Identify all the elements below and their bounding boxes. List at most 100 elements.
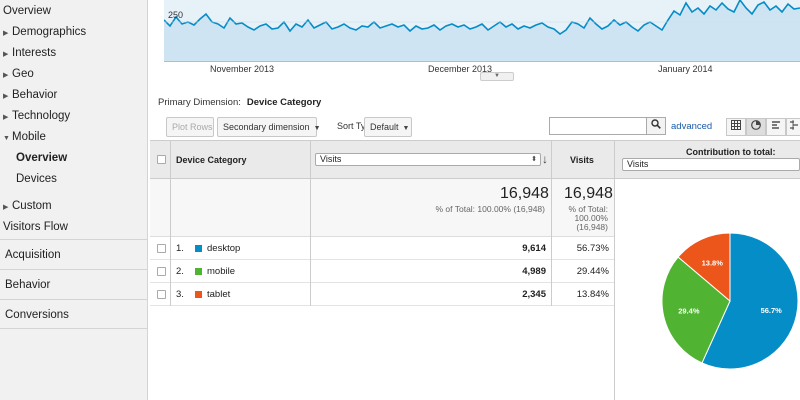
table-row[interactable]: 3. tablet 2,345 13.84% (150, 283, 614, 306)
timeline-chart-svg (164, 0, 800, 61)
sidebar-section-label: Acquisition (5, 249, 61, 261)
secondary-dimension-dropdown[interactable]: Secondary dimension ▼ (217, 117, 321, 137)
row-device-name[interactable]: tablet (207, 289, 231, 300)
column-divider (170, 141, 171, 306)
column-divider (310, 141, 311, 306)
row-device-name[interactable]: mobile (207, 266, 235, 277)
metric-select-value: Visits (320, 154, 342, 164)
sidebar-item-label: Interests (12, 47, 57, 59)
data-table: Device Category Visits ⬍ ↓ Visits Contrib… (150, 140, 800, 400)
contribution-select-value: Visits (627, 159, 649, 169)
comparison-view-button[interactable] (786, 118, 800, 136)
totals-row: 16,948 % of Total: 100.00% (16,948) 16,9… (150, 179, 614, 237)
row-number: 2. (176, 266, 184, 277)
caret-down-icon: ▼ (313, 125, 321, 132)
pie-slice-tablet[interactable] (677, 232, 731, 303)
pie-slice-label: 56.7% (761, 306, 783, 315)
total-percent: % of Total: 100.00% (16,948) (435, 204, 545, 214)
primary-dimension-value[interactable]: Device Category (246, 97, 322, 108)
sort-type-dropdown[interactable]: Default ▼ (364, 117, 412, 137)
grid-icon (731, 120, 741, 130)
y-axis-label: 250 (168, 10, 184, 20)
pie-view-button[interactable] (746, 118, 766, 136)
row-device-name[interactable]: desktop (207, 243, 241, 254)
row-percent: 13.84% (576, 289, 609, 300)
sort-arrow-icon[interactable]: ↓ (542, 152, 548, 166)
row-number: 3. (176, 289, 184, 300)
triangle-right-icon: ▶ (3, 93, 9, 100)
triangle-down-icon: ▼ (3, 135, 10, 142)
timeline-area (164, 0, 800, 61)
sidebar-item-label: Technology (12, 110, 71, 122)
x-axis-label: December 2013 (428, 64, 493, 74)
sidebar-item-label: Overview (16, 152, 68, 164)
sidebar-item-custom[interactable]: ▶ Custom (0, 196, 147, 217)
sidebar-section-acquisition[interactable]: Acquisition (0, 239, 147, 269)
triangle-right-icon: ▶ (3, 51, 9, 58)
performance-view-button[interactable] (766, 118, 786, 136)
x-axis-label: January 2014 (658, 64, 713, 74)
search-input[interactable] (549, 117, 647, 135)
pie-chart: 56.7% 29.4% 13.8% (615, 179, 800, 400)
timeline-chart: 250 (164, 0, 800, 62)
bar-list-icon (772, 121, 780, 129)
x-axis-label: November 2013 (210, 64, 275, 74)
pie-slice-mobile[interactable] (661, 256, 731, 364)
pie-slice-label: 13.8% (702, 259, 724, 268)
sidebar: Overview ▶ Demographics ▶ Interests ▶ Geo ▶… (0, 0, 148, 400)
header-visits[interactable]: Visits (570, 155, 594, 165)
comparison-icon (789, 120, 798, 130)
search-icon (651, 119, 661, 129)
sidebar-section-conversions[interactable]: Conversions (0, 299, 147, 329)
sidebar-item-interests[interactable]: ▶ Interests (0, 43, 147, 64)
sidebar-item-behavior[interactable]: ▶ Behavior (0, 85, 147, 106)
x-axis: November 2013 December 2013 January 2014 (164, 62, 800, 76)
visits-total-count: (16,948) (576, 222, 608, 232)
sidebar-subitem-devices[interactable]: Devices (0, 169, 147, 190)
header-device-category[interactable]: Device Category (176, 155, 247, 165)
search-button[interactable] (646, 117, 666, 135)
updown-arrow-icon: ⬍ (531, 156, 537, 163)
caret-down-icon: ▼ (402, 125, 410, 132)
color-swatch (195, 291, 202, 298)
row-value: 4,989 (522, 266, 546, 277)
pie-chart-svg: 56.7% 29.4% 13.8% (661, 232, 799, 370)
sidebar-item-mobile[interactable]: ▼ Mobile (0, 127, 147, 148)
sidebar-section-behavior[interactable]: Behavior (0, 269, 147, 299)
sidebar-item-technology[interactable]: ▶ Technology (0, 106, 147, 127)
visits-total-pct-label: % of Total: (568, 204, 608, 214)
row-value: 9,614 (522, 243, 546, 254)
triangle-right-icon: ▶ (3, 72, 9, 79)
table-row[interactable]: 1. desktop 9,614 56.73% (150, 237, 614, 260)
select-all-checkbox[interactable] (157, 155, 166, 164)
row-checkbox[interactable] (157, 267, 166, 276)
sidebar-item-geo[interactable]: ▶ Geo (0, 64, 147, 85)
row-checkbox[interactable] (157, 290, 166, 299)
sidebar-item-demographics[interactable]: ▶ Demographics (0, 22, 147, 43)
sidebar-item-overview[interactable]: Overview (0, 1, 147, 22)
pie-slice-desktop[interactable] (701, 232, 799, 370)
sidebar-item-visitors-flow[interactable]: Visitors Flow (0, 217, 147, 238)
row-checkbox[interactable] (157, 244, 166, 253)
row-percent: 56.73% (576, 243, 609, 254)
table-toolbar: Plot Rows Secondary dimension ▼ Sort Type… (166, 117, 800, 139)
advanced-link[interactable]: advanced (671, 121, 713, 132)
table-view-button[interactable] (726, 118, 746, 136)
collapse-chart-handle[interactable]: ▼ (480, 72, 514, 81)
triangle-right-icon: ▶ (3, 30, 9, 37)
table-row[interactable]: 2. mobile 4,989 29.44% (150, 260, 614, 283)
sidebar-section-label: Conversions (5, 309, 69, 321)
sidebar-subitem-overview[interactable]: Overview (0, 148, 147, 169)
sidebar-item-label: Custom (12, 200, 52, 212)
metric-select[interactable]: Visits ⬍ (315, 153, 541, 166)
triangle-right-icon: ▶ (3, 114, 9, 121)
color-swatch (195, 245, 202, 252)
sidebar-item-label: Devices (16, 173, 57, 185)
sidebar-item-label: Mobile (12, 131, 46, 143)
primary-dimension: Primary Dimension: Device Category (158, 97, 321, 108)
sidebar-section-label: Behavior (5, 279, 51, 291)
column-divider (614, 141, 615, 400)
plot-rows-button[interactable]: Plot Rows (166, 117, 214, 137)
contribution-select[interactable]: Visits (622, 158, 800, 171)
sidebar-item-label: Demographics (12, 26, 87, 38)
